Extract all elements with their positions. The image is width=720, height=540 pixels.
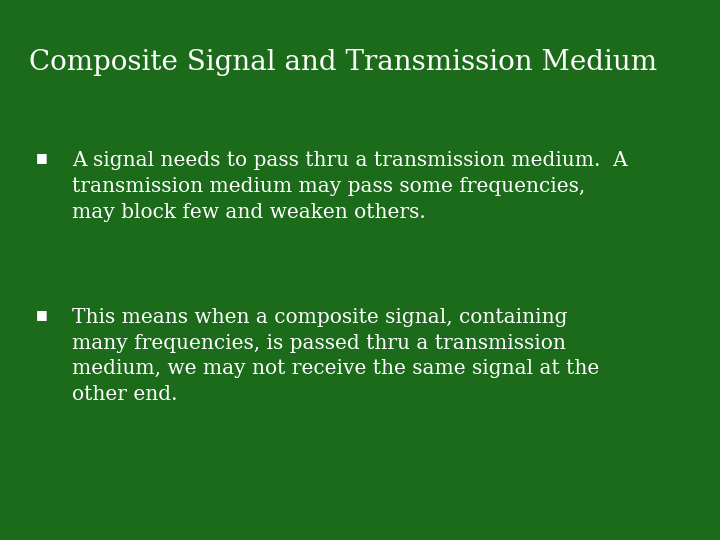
Text: This means when a composite signal, containing
many frequencies, is passed thru : This means when a composite signal, cont… <box>72 308 599 404</box>
Text: A signal needs to pass thru a transmission medium.  A
transmission medium may pa: A signal needs to pass thru a transmissi… <box>72 151 628 222</box>
Text: Composite Signal and Transmission Medium: Composite Signal and Transmission Medium <box>29 49 657 76</box>
Text: ■: ■ <box>36 151 48 164</box>
Text: ■: ■ <box>36 308 48 321</box>
